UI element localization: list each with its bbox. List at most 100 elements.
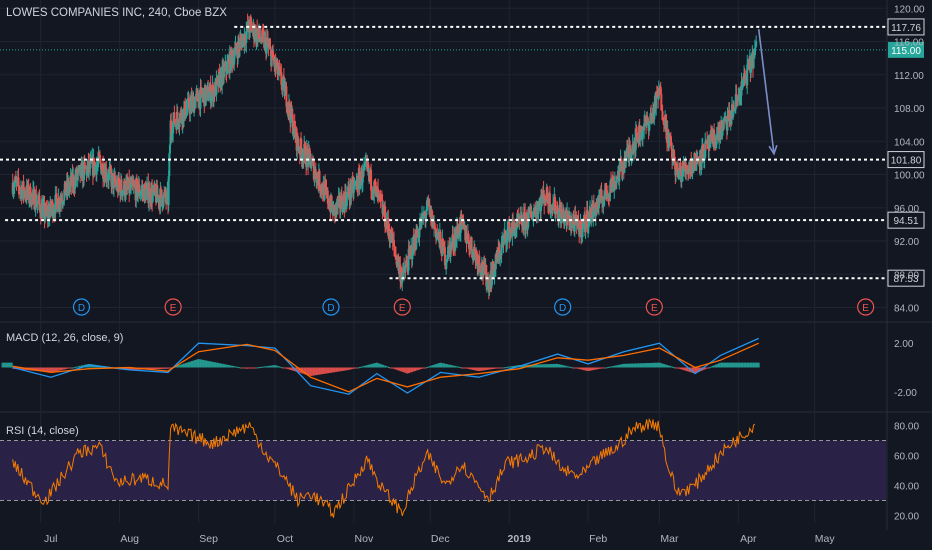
candle-body[interactable] <box>172 121 175 134</box>
candle-body[interactable] <box>176 111 179 120</box>
candle-body[interactable] <box>755 41 758 47</box>
candle-body[interactable] <box>425 210 428 216</box>
candle-body[interactable] <box>186 108 189 110</box>
candle-body[interactable] <box>365 161 368 164</box>
candle-body[interactable] <box>310 165 313 169</box>
candle-body[interactable] <box>401 267 404 278</box>
candle-body[interactable] <box>496 252 499 257</box>
candle-body[interactable] <box>575 215 578 220</box>
candle-body[interactable] <box>357 172 360 174</box>
candle-body[interactable] <box>173 112 176 124</box>
candle-body[interactable] <box>337 195 340 201</box>
candle-body[interactable] <box>726 116 729 131</box>
candle-body[interactable] <box>540 195 543 212</box>
candle-body[interactable] <box>147 198 150 204</box>
earnings-event-marker[interactable] <box>857 298 875 316</box>
candle-body[interactable] <box>699 150 702 166</box>
candle-body[interactable] <box>98 156 101 159</box>
candle-body[interactable] <box>347 187 350 197</box>
candle-body[interactable] <box>292 131 295 135</box>
candle-body[interactable] <box>538 201 541 205</box>
candle-body[interactable] <box>434 227 437 230</box>
candle-body[interactable] <box>29 187 32 205</box>
candle-body[interactable] <box>649 114 652 121</box>
candle-body[interactable] <box>427 199 430 205</box>
candle-body[interactable] <box>161 198 164 207</box>
candle-body[interactable] <box>547 200 550 205</box>
candle-body[interactable] <box>63 189 66 201</box>
candle-body[interactable] <box>233 56 236 65</box>
candle-body[interactable] <box>602 201 605 208</box>
candle-body[interactable] <box>646 117 649 124</box>
earnings-event-marker[interactable] <box>645 298 663 316</box>
candle-body[interactable] <box>700 163 703 166</box>
candle-body[interactable] <box>674 161 677 176</box>
candle-body[interactable] <box>212 90 215 102</box>
candle-body[interactable] <box>244 34 247 41</box>
candle-body[interactable] <box>562 212 565 224</box>
candle-body[interactable] <box>622 163 625 170</box>
candle-body[interactable] <box>215 77 218 95</box>
candle-body[interactable] <box>616 176 619 178</box>
candle-body[interactable] <box>304 146 307 164</box>
candle-body[interactable] <box>494 261 497 270</box>
candle-body[interactable] <box>138 184 141 195</box>
candle-body[interactable] <box>481 262 484 273</box>
candle-body[interactable] <box>746 61 749 65</box>
candle-body[interactable] <box>54 195 57 215</box>
candle-body[interactable] <box>74 176 77 189</box>
candle-body[interactable] <box>405 262 408 264</box>
candle-body[interactable] <box>210 97 213 103</box>
candle-body[interactable] <box>272 50 275 59</box>
candle-body[interactable] <box>377 188 380 194</box>
candle-body[interactable] <box>487 278 490 280</box>
candle-body[interactable] <box>446 259 449 261</box>
candle-body[interactable] <box>469 243 472 251</box>
candle-body[interactable] <box>541 197 544 203</box>
candle-body[interactable] <box>548 193 551 211</box>
candle-body[interactable] <box>262 32 265 35</box>
candle-body[interactable] <box>741 80 744 86</box>
candle-body[interactable] <box>742 79 745 81</box>
candle-body[interactable] <box>660 110 663 112</box>
candle-body[interactable] <box>696 159 699 163</box>
candle-body[interactable] <box>58 204 61 208</box>
candle-body[interactable] <box>448 245 451 248</box>
candle-body[interactable] <box>154 184 157 192</box>
candle-body[interactable] <box>670 145 673 149</box>
candle-body[interactable] <box>60 199 63 202</box>
candle-body[interactable] <box>145 189 148 200</box>
candle-body[interactable] <box>517 215 520 222</box>
candle-body[interactable] <box>14 177 17 181</box>
candle-body[interactable] <box>476 256 479 269</box>
candle-body[interactable] <box>354 182 357 184</box>
candle-body[interactable] <box>49 200 52 211</box>
candle-body[interactable] <box>656 93 659 98</box>
candle-body[interactable] <box>303 144 306 155</box>
candle-body[interactable] <box>690 160 693 172</box>
candle-body[interactable] <box>515 218 518 229</box>
candle-body[interactable] <box>461 215 464 222</box>
candle-body[interactable] <box>149 188 152 202</box>
candle-body[interactable] <box>543 199 546 205</box>
candle-body[interactable] <box>563 218 566 224</box>
candle-body[interactable] <box>179 114 182 123</box>
candle-body[interactable] <box>59 199 62 205</box>
candle-body[interactable] <box>161 206 164 208</box>
candle-body[interactable] <box>750 60 753 73</box>
price-axis[interactable]: 84.00 88.00 92.00 96.00 100.00 104.00 108.00 11… <box>894 4 925 522</box>
candle-body[interactable] <box>178 122 181 127</box>
candle-body[interactable] <box>508 222 511 241</box>
candle-body[interactable] <box>561 213 564 217</box>
candle-body[interactable] <box>589 207 592 223</box>
candle-body[interactable] <box>499 253 502 259</box>
candle-body[interactable] <box>403 267 406 272</box>
candle-body[interactable] <box>502 238 505 244</box>
candle-body[interactable] <box>252 24 255 40</box>
candle-body[interactable] <box>592 204 595 211</box>
candle-body[interactable] <box>76 174 79 179</box>
time-axis[interactable]: Jul Aug Sep Oct Nov Dec 2019 Feb Mar Apr May <box>44 533 835 545</box>
candle-body[interactable] <box>156 185 159 197</box>
candle-body[interactable] <box>186 98 189 109</box>
candle-body[interactable] <box>259 37 262 40</box>
